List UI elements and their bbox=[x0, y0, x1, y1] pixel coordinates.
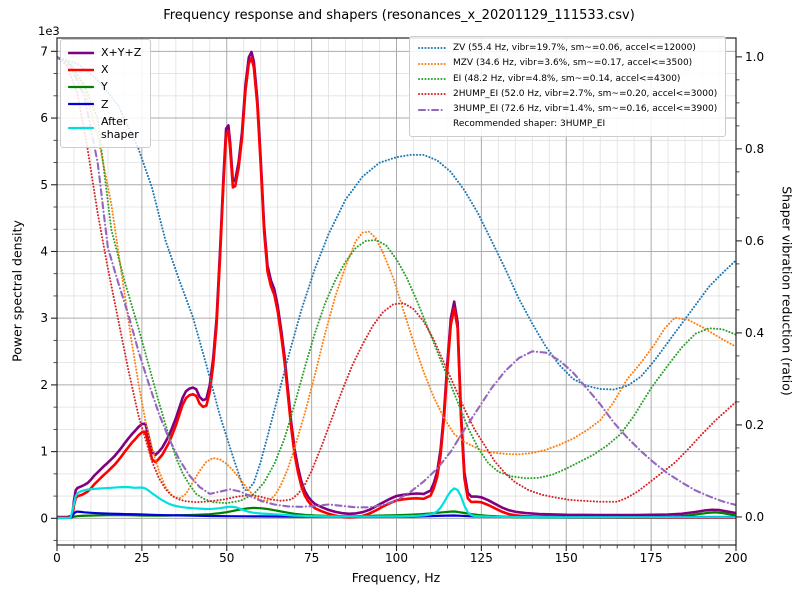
legend-item-x: X bbox=[68, 63, 141, 76]
legend-item-hump3: 3HUMP_EI (72.6 Hz, vibr=1.4%, sm~=0.16, … bbox=[418, 104, 717, 115]
y-left-tick-label: 7 bbox=[40, 44, 48, 58]
series-hump3-line bbox=[57, 55, 736, 509]
legend-label: EI (48.2 Hz, vibr=4.8%, sm~=0.14, accel<… bbox=[453, 73, 681, 84]
legend-label: After shaper bbox=[101, 114, 139, 141]
y-left-tick-label: 4 bbox=[40, 244, 48, 258]
y-right-tick-label: 0.4 bbox=[745, 326, 764, 340]
x-tick-label: 0 bbox=[53, 551, 61, 565]
x-axis-label: Frequency, Hz bbox=[351, 570, 441, 585]
legend-label: Recommended shaper: 3HUMP_EI bbox=[453, 119, 606, 130]
y-left-tick-label: 0 bbox=[40, 511, 48, 525]
series-x-line bbox=[57, 56, 736, 519]
x-tick-label: 150 bbox=[555, 551, 578, 565]
legend-label: 2HUMP_EI (52.0 Hz, vibr=2.7%, sm~=0.20, … bbox=[453, 88, 718, 99]
series-ei-line bbox=[57, 55, 736, 505]
chart-title: Frequency response and shapers (resonanc… bbox=[163, 8, 635, 23]
legend-label: ZV (55.4 Hz, vibr=19.7%, sm~=0.06, accel… bbox=[453, 43, 696, 53]
legend-item-zv: ZV (55.4 Hz, vibr=19.7%, sm~=0.06, accel… bbox=[418, 43, 717, 54]
y-left-tick-label: 1 bbox=[40, 445, 48, 459]
legend-label: X+Y+Z bbox=[101, 46, 142, 59]
left-y-axis-label: Power spectral density bbox=[9, 220, 25, 362]
legend-swatch-zv bbox=[418, 47, 446, 50]
series-zv-line bbox=[57, 55, 736, 493]
shaper-legend: ZV (55.4 Hz, vibr=19.7%, sm~=0.06, accel… bbox=[409, 36, 727, 138]
legend-swatch-z bbox=[68, 103, 94, 106]
legend-label: Y bbox=[101, 80, 108, 94]
legend-swatch-x bbox=[68, 68, 94, 72]
legend-item-footer: Recommended shaper: 3HUMP_EI bbox=[418, 119, 717, 130]
y-left-tick-label: 6 bbox=[40, 111, 48, 125]
x-tick-label: 175 bbox=[640, 551, 663, 565]
legend-swatch-hump3 bbox=[418, 108, 446, 111]
x-tick-label: 75 bbox=[304, 551, 319, 565]
x-tick-label: 125 bbox=[470, 551, 493, 565]
legend-item-z: Z bbox=[68, 98, 141, 111]
curves-group bbox=[57, 50, 736, 520]
legend-swatch-ei bbox=[418, 77, 446, 80]
x-tick-label: 25 bbox=[134, 551, 149, 565]
x-tick-label: 200 bbox=[725, 551, 748, 565]
y-left-tick-label: 2 bbox=[40, 378, 48, 392]
y-right-tick-label: 0.0 bbox=[745, 510, 764, 524]
y-right-tick-label: 0.2 bbox=[745, 418, 764, 432]
legend-label: X bbox=[101, 63, 109, 77]
psd-legend: X+Y+Z X Y Z After shaper bbox=[60, 39, 152, 149]
series-mzv-line bbox=[57, 55, 736, 502]
x-tick-label: 100 bbox=[385, 551, 408, 565]
legend-item-ei: EI (48.2 Hz, vibr=4.8%, sm~=0.14, accel<… bbox=[418, 74, 717, 85]
y-right-tick-label: 1.0 bbox=[745, 50, 764, 64]
series-hump2-line bbox=[57, 55, 736, 504]
legend-item-hump2: 2HUMP_EI (52.0 Hz, vibr=2.7%, sm~=0.20, … bbox=[418, 89, 717, 100]
legend-label: Z bbox=[101, 97, 109, 111]
legend-label: MZV (34.6 Hz, vibr=3.6%, sm~=0.17, accel… bbox=[453, 58, 693, 69]
legend-swatch-after bbox=[68, 126, 94, 130]
y-left-tick-label: 5 bbox=[40, 178, 48, 192]
legend-item-after: After shaper bbox=[68, 115, 141, 141]
legend-swatch-y bbox=[68, 85, 94, 89]
y-right-tick-label: 0.8 bbox=[745, 142, 764, 156]
legend-swatch-mzv bbox=[418, 62, 446, 65]
x-tick-label: 50 bbox=[219, 551, 234, 565]
series-after-line bbox=[57, 485, 736, 520]
legend-item-mzv: MZV (34.6 Hz, vibr=3.6%, sm~=0.17, accel… bbox=[418, 58, 717, 69]
y-right-tick-label: 0.6 bbox=[745, 234, 764, 248]
y-left-tick-label: 3 bbox=[40, 311, 48, 325]
legend-swatch-spacer bbox=[418, 122, 446, 128]
legend-item-y: Y bbox=[68, 80, 141, 93]
y-axis-offset-text: 1e3 bbox=[38, 24, 60, 38]
right-y-axis-label: Shaper vibration reduction (ratio) bbox=[779, 186, 795, 396]
legend-swatch-hump2 bbox=[418, 93, 446, 96]
legend-label: 3HUMP_EI (72.6 Hz, vibr=1.4%, sm~=0.16, … bbox=[453, 104, 718, 115]
legend-swatch-xyz bbox=[68, 51, 94, 54]
series-xyz-line bbox=[57, 50, 736, 519]
legend-item-xyz: X+Y+Z bbox=[68, 46, 141, 59]
